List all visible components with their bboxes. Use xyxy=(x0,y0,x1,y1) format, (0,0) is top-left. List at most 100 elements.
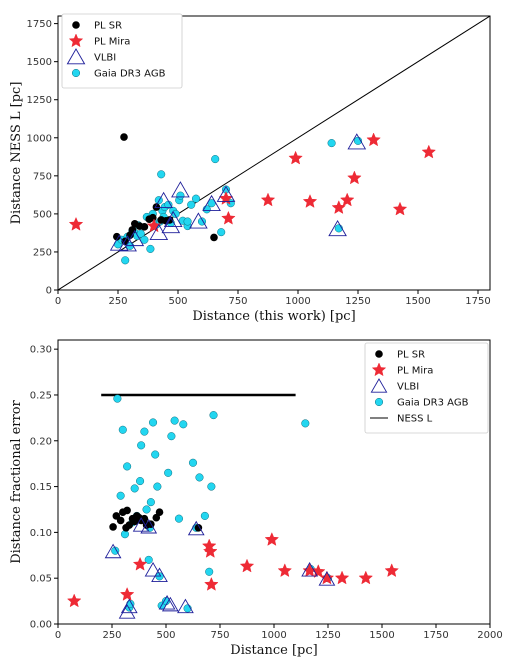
gaia-dr3-agb-point xyxy=(153,482,162,491)
pl-mira-point xyxy=(334,570,350,585)
pl-mira-point xyxy=(66,593,82,608)
pl-mira-point xyxy=(260,192,276,207)
vlbi-point xyxy=(120,598,138,614)
x-tick-label: 1250 xyxy=(315,630,340,641)
vlbi-point xyxy=(347,133,367,150)
gaia-dr3-agb-point xyxy=(137,441,146,450)
gaia-dr3-agb-point xyxy=(136,477,145,486)
y-tick-label: 0.20 xyxy=(30,436,52,447)
pl-mira-point xyxy=(366,132,381,147)
gaia-dr3-agb-point xyxy=(130,484,139,493)
legend-label-pl-mira: PL Mira xyxy=(94,37,130,48)
pl-mira-point xyxy=(119,587,135,601)
pl-mira-point xyxy=(331,200,347,214)
vlbi-point xyxy=(171,181,190,198)
gaia-dr3-agb-point xyxy=(327,139,336,148)
gaia-dr3-agb-point xyxy=(157,170,166,179)
gaia-dr3-agb-point xyxy=(205,567,214,576)
x-tick-label: 0 xyxy=(55,296,61,307)
gaia-dr3-agb-point xyxy=(217,228,226,237)
gaia-dr3-agb-point xyxy=(207,482,216,491)
pl-mira-point xyxy=(204,576,219,591)
gaia-dr3-agb-point xyxy=(195,473,204,482)
gaia-dr3-agb-point xyxy=(188,458,198,467)
gaia-dr3-agb-point xyxy=(123,462,132,471)
x-tick-label: 1000 xyxy=(261,630,286,641)
gaia-dr3-agb-point xyxy=(211,155,220,164)
gaia-dr3-agb-point xyxy=(146,498,155,507)
legend-marker-vlbi xyxy=(370,378,388,393)
pl-sr-point xyxy=(109,523,117,531)
legend-label-gaia-dr3-agb: Gaia DR3 AGB xyxy=(397,398,469,409)
x-tick-label: 750 xyxy=(210,630,229,641)
gaia-dr3-agb-point xyxy=(174,514,184,523)
legend-label-ness-l: NESS L xyxy=(397,414,433,425)
legend-box xyxy=(61,13,183,89)
pl-mira-point xyxy=(221,210,236,225)
x-tick-label: 500 xyxy=(156,630,175,641)
pl-mira-point xyxy=(358,570,374,585)
gaia-dr3-agb-point xyxy=(183,217,192,226)
pl-mira-point xyxy=(302,194,318,208)
gaia-dr3-agb-point xyxy=(191,194,201,203)
pl-sr-point xyxy=(140,223,149,231)
y-tick-label: 1500 xyxy=(27,57,52,68)
y-tick-label: 0.05 xyxy=(30,574,52,585)
legend-marker-pl-sr xyxy=(72,21,80,29)
pl-mira-point xyxy=(68,216,84,231)
legend-label-pl-mira: PL Mira xyxy=(397,366,433,377)
gaia-dr3-agb-point xyxy=(187,200,196,209)
pl-mira-point xyxy=(339,192,355,207)
gaia-dr3-agb-point xyxy=(148,418,158,427)
y-tick-label: 0.30 xyxy=(30,345,52,356)
legend-label-pl-sr: PL SR xyxy=(397,350,425,361)
pl-mira-point xyxy=(132,556,148,571)
pl-mira-point xyxy=(302,563,317,578)
pl-mira-point xyxy=(277,563,293,578)
pl-sr-point xyxy=(125,521,134,529)
gaia-dr3-agb-point xyxy=(164,468,173,477)
vlbi-point xyxy=(177,598,194,614)
x-tick-label: 1000 xyxy=(285,296,310,307)
vlbi-point xyxy=(104,543,122,559)
legend-marker-pl-mira xyxy=(68,33,84,48)
vlbi-point xyxy=(132,517,150,532)
y-tick-label: 0.15 xyxy=(30,482,52,493)
x-tick-label: 2000 xyxy=(477,630,502,641)
vlbi-point xyxy=(216,185,236,202)
pl-sr-point xyxy=(155,508,164,517)
pl-sr-point xyxy=(120,133,128,141)
pl-mira-point xyxy=(264,532,280,546)
x-axis-label: Distance [pc] xyxy=(230,643,317,658)
legend-label-pl-sr: PL SR xyxy=(94,21,122,32)
pl-sr-point xyxy=(152,203,161,211)
x-tick-label: 250 xyxy=(108,296,127,307)
y-tick-label: 750 xyxy=(33,171,52,182)
pl-sr-point xyxy=(128,226,137,234)
x-tick-label: 1750 xyxy=(423,630,448,641)
x-tick-label: 250 xyxy=(102,630,121,641)
gaia-dr3-agb-point xyxy=(120,530,130,539)
pl-mira-point xyxy=(146,218,162,233)
pl-mira-point xyxy=(392,201,408,216)
vlbi-point xyxy=(187,520,205,536)
x-axis-label: Distance (this work) [pc] xyxy=(192,309,355,324)
pl-sr-point xyxy=(116,516,125,525)
plot-area xyxy=(66,393,399,619)
x-tick-label: 500 xyxy=(168,296,187,307)
y-axis-label: Distance NESS L [pc] xyxy=(9,82,24,225)
gaia-dr3-agb-point xyxy=(146,244,155,253)
legend-box xyxy=(364,342,489,434)
legend-marker-pl-mira xyxy=(371,362,387,377)
vlbi-point xyxy=(163,210,183,228)
pl-sr-point xyxy=(152,513,161,522)
legend-marker-gaia-dr3-agb xyxy=(71,68,81,78)
vlbi-point xyxy=(161,596,179,612)
y-tick-label: 250 xyxy=(33,247,52,258)
gaia-dr3-agb-point xyxy=(111,546,120,555)
pl-sr-point xyxy=(210,233,218,242)
pl-mira-point xyxy=(203,543,218,558)
y-tick-label: 1750 xyxy=(27,19,52,30)
vlbi-point xyxy=(161,216,181,234)
pl-mira-point xyxy=(288,150,303,165)
